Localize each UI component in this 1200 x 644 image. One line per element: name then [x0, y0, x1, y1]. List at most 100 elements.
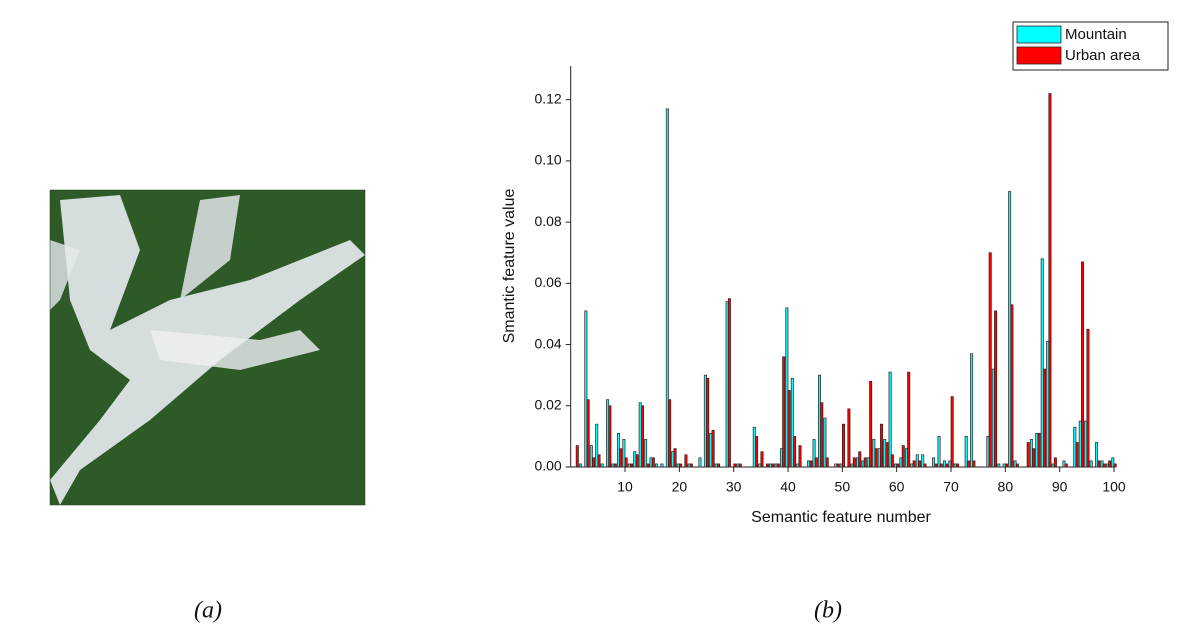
x-tick-label: 70 — [943, 479, 959, 495]
y-tick-label: 0.02 — [534, 396, 561, 412]
bar — [711, 429, 715, 468]
bar — [874, 448, 878, 468]
bar — [651, 457, 655, 468]
bar — [1111, 457, 1115, 468]
bar — [1004, 463, 1008, 468]
bar — [923, 463, 927, 468]
bar — [698, 457, 702, 468]
x-tick-label: 80 — [998, 479, 1014, 495]
bar — [787, 390, 791, 468]
bar — [589, 445, 593, 468]
legend-swatch — [1016, 25, 1062, 44]
bar — [1037, 432, 1041, 468]
bar — [841, 423, 845, 468]
bar — [765, 463, 769, 468]
bar — [665, 108, 669, 468]
bar — [624, 457, 628, 468]
bar — [586, 399, 590, 468]
bar — [966, 460, 970, 468]
bar — [673, 448, 677, 468]
bar — [578, 463, 582, 468]
bar — [994, 310, 998, 468]
bar — [932, 457, 936, 468]
bar — [918, 460, 922, 468]
bar — [1015, 463, 1019, 468]
bar — [888, 371, 892, 468]
x-tick-label: 40 — [780, 479, 796, 495]
bar — [1097, 460, 1101, 468]
bar — [793, 436, 797, 468]
bar — [1113, 463, 1117, 468]
bar — [912, 460, 916, 468]
bar — [812, 439, 816, 468]
x-tick-label: 90 — [1052, 479, 1068, 495]
bar — [595, 423, 599, 468]
x-tick-label: 60 — [889, 479, 905, 495]
y-tick-label: 0.00 — [534, 458, 561, 474]
y-tick-label: 0.10 — [534, 152, 561, 168]
x-axis-label: Semantic feature number — [751, 509, 931, 526]
bar — [1081, 261, 1085, 468]
bar — [738, 463, 742, 468]
bar — [608, 405, 612, 468]
legend-label: Mountain — [1065, 26, 1127, 43]
bar — [825, 457, 829, 468]
bar — [937, 436, 941, 468]
bar — [1075, 442, 1079, 468]
y-tick-label: 0.06 — [534, 274, 561, 290]
bar — [972, 460, 976, 468]
bar — [896, 463, 900, 468]
bar — [823, 417, 827, 468]
bar — [1010, 304, 1014, 468]
x-tick-label: 30 — [726, 479, 742, 495]
bar — [1064, 463, 1068, 468]
bar — [654, 463, 658, 468]
bar — [717, 463, 721, 468]
bar — [660, 463, 664, 468]
bar — [820, 402, 824, 468]
bar — [1086, 328, 1090, 468]
bar — [1095, 442, 1099, 468]
bar — [863, 457, 867, 468]
bar — [997, 463, 1001, 468]
bar — [600, 463, 604, 468]
bar — [964, 436, 968, 468]
bar — [1040, 258, 1044, 468]
bar — [890, 454, 894, 468]
bar — [613, 463, 617, 468]
bar — [689, 463, 693, 468]
bar — [635, 454, 639, 468]
panel-label: (b) — [814, 598, 842, 624]
bar — [809, 460, 813, 468]
bar — [592, 457, 596, 468]
bar — [771, 463, 775, 468]
bar — [755, 436, 759, 468]
panel-label: (a) — [194, 598, 222, 624]
bar — [790, 377, 794, 468]
bar — [584, 310, 588, 468]
x-tick-label: 10 — [617, 479, 633, 495]
bar — [1048, 93, 1052, 468]
bar — [706, 377, 710, 468]
bar — [945, 463, 949, 468]
bar — [956, 463, 960, 468]
y-tick-label: 0.12 — [534, 90, 561, 106]
bar — [597, 454, 601, 468]
bar — [836, 463, 840, 468]
bar — [1108, 460, 1112, 468]
bar — [619, 448, 623, 468]
bar — [852, 457, 856, 468]
bar — [646, 463, 650, 468]
bar — [782, 356, 786, 468]
bar — [880, 423, 884, 468]
bar — [630, 463, 634, 468]
y-axis-label: Smantic feature value — [501, 189, 518, 344]
bar — [921, 454, 925, 468]
bar — [869, 380, 873, 468]
bar — [679, 463, 682, 468]
bar — [733, 463, 737, 468]
bar — [622, 439, 626, 468]
bar — [1043, 368, 1047, 468]
bar — [785, 307, 789, 468]
